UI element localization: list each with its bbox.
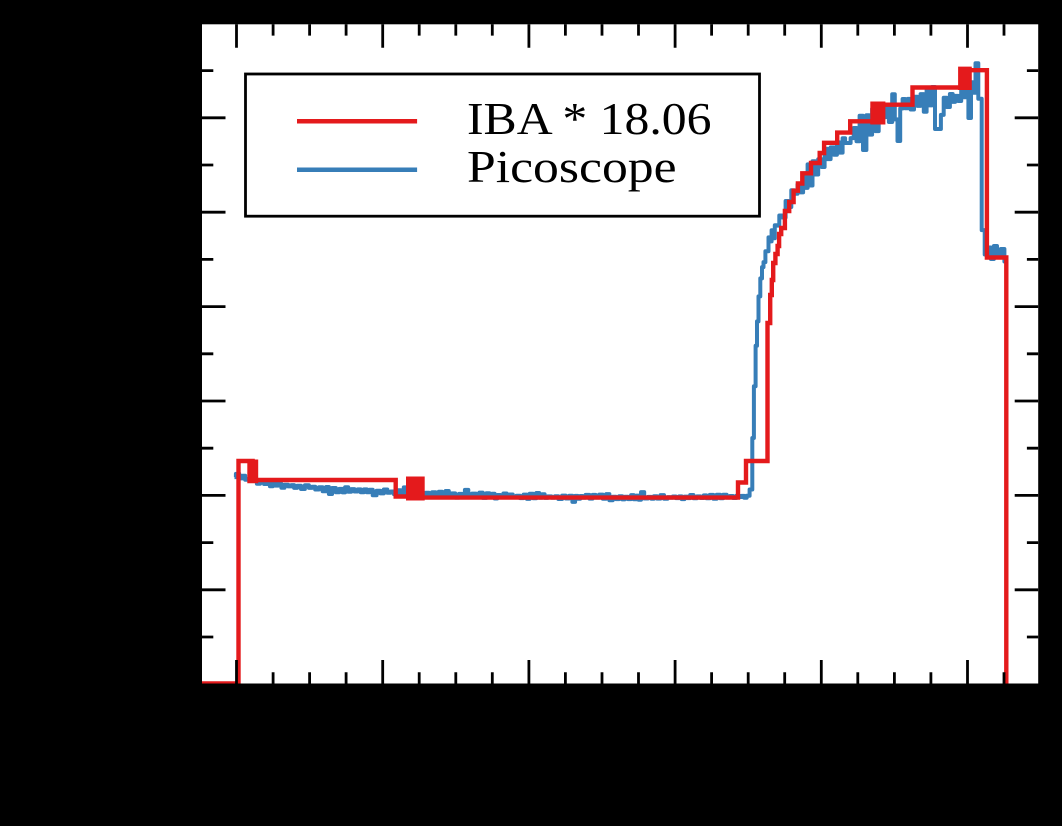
svg-text:IBA * 18.06: IBA * 18.06 [467,93,712,144]
svg-text:Picoscope: Picoscope [467,141,677,192]
